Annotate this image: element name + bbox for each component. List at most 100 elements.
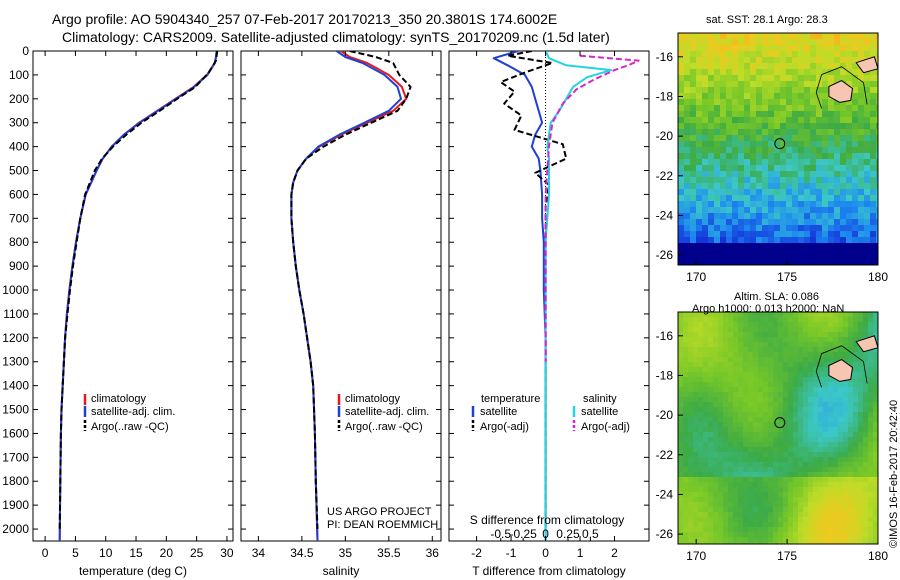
map-cell — [738, 482, 744, 488]
map-cell — [738, 392, 744, 398]
map-cell — [868, 467, 874, 473]
map-cell — [798, 412, 804, 418]
map-cell — [684, 207, 691, 214]
map-cell — [803, 372, 809, 378]
map-cell — [683, 452, 689, 458]
map-cell — [726, 51, 733, 58]
map-cell — [738, 249, 745, 256]
map-cell — [810, 153, 817, 160]
map-cell — [858, 135, 865, 142]
map-cell — [843, 357, 849, 363]
map-cell — [840, 75, 847, 82]
map-cell — [848, 442, 854, 448]
map-cell — [838, 462, 844, 468]
map-cell — [693, 402, 699, 408]
map-cell — [688, 372, 694, 378]
map-cell — [748, 407, 754, 413]
map-cell — [678, 237, 685, 244]
map-cell — [713, 332, 719, 338]
map-cell — [808, 517, 814, 523]
map-cell — [683, 507, 689, 513]
map-cell — [762, 231, 769, 238]
map-cell — [693, 427, 699, 433]
map-cell — [738, 377, 744, 383]
map-cell — [708, 141, 715, 148]
map-cell — [798, 33, 805, 40]
map-cell — [840, 117, 847, 124]
map-cell — [732, 231, 739, 238]
map-cell — [753, 477, 759, 483]
map-cell — [783, 442, 789, 448]
map-cell — [714, 63, 721, 70]
map-cell — [780, 153, 787, 160]
map-cell — [870, 189, 877, 196]
map-cell — [858, 183, 865, 190]
map-cell — [720, 165, 727, 172]
map-cell — [852, 45, 859, 52]
map-cell — [810, 123, 817, 130]
map-cell — [793, 417, 799, 423]
map-cell — [843, 347, 849, 353]
map-cell — [713, 372, 719, 378]
map-cell — [698, 352, 704, 358]
map-cell — [718, 342, 724, 348]
map-cell — [718, 362, 724, 368]
map-cell — [786, 93, 793, 100]
map-cell — [810, 207, 817, 214]
map-cell — [858, 447, 864, 453]
map-cell — [693, 417, 699, 423]
y-tick-label: 1800 — [2, 474, 29, 488]
map-cell — [720, 141, 727, 148]
map-cell — [828, 457, 834, 463]
map-cell — [768, 93, 775, 100]
map-cell — [758, 527, 764, 533]
map-cell — [758, 312, 764, 318]
map-cell — [698, 432, 704, 438]
map-cell — [738, 497, 744, 503]
map-cell — [778, 527, 784, 533]
map-cell — [698, 362, 704, 368]
map-cell — [720, 189, 727, 196]
map-cell — [720, 159, 727, 166]
map-cell — [753, 397, 759, 403]
map-cell — [728, 452, 734, 458]
map-cell — [743, 502, 749, 508]
map-cell — [808, 452, 814, 458]
map-cell — [683, 477, 689, 483]
map-cell — [783, 512, 789, 518]
map-cell — [723, 477, 729, 483]
map-cell — [833, 312, 839, 318]
map-cell — [828, 207, 835, 214]
map-cell — [688, 417, 694, 423]
map-cell — [846, 261, 853, 265]
map-cell — [810, 75, 817, 82]
map-cell — [738, 237, 745, 244]
map-cell — [813, 417, 819, 423]
map-cell — [748, 372, 754, 378]
map-cell — [733, 332, 739, 338]
map-cell — [733, 472, 739, 478]
map-cell — [768, 492, 774, 498]
map-cell — [713, 472, 719, 478]
map-cell — [743, 392, 749, 398]
map-cell — [816, 141, 823, 148]
map-cell — [678, 75, 685, 82]
map-cell — [846, 33, 853, 40]
map-cell — [783, 332, 789, 338]
map-cell — [773, 367, 779, 373]
map-cell — [786, 219, 793, 226]
map-cell — [743, 462, 749, 468]
map-cell — [828, 377, 834, 383]
map-cell — [720, 75, 727, 82]
map-cell — [816, 249, 823, 256]
map-cell — [813, 542, 819, 544]
map-cell — [714, 129, 721, 136]
map-cell — [864, 195, 871, 202]
map-cell — [778, 437, 784, 443]
map-cell — [773, 347, 779, 353]
map-cell — [803, 377, 809, 383]
map-cell — [788, 482, 794, 488]
map-cell — [792, 69, 799, 76]
map-cell — [688, 407, 694, 413]
map-cell — [822, 249, 829, 256]
